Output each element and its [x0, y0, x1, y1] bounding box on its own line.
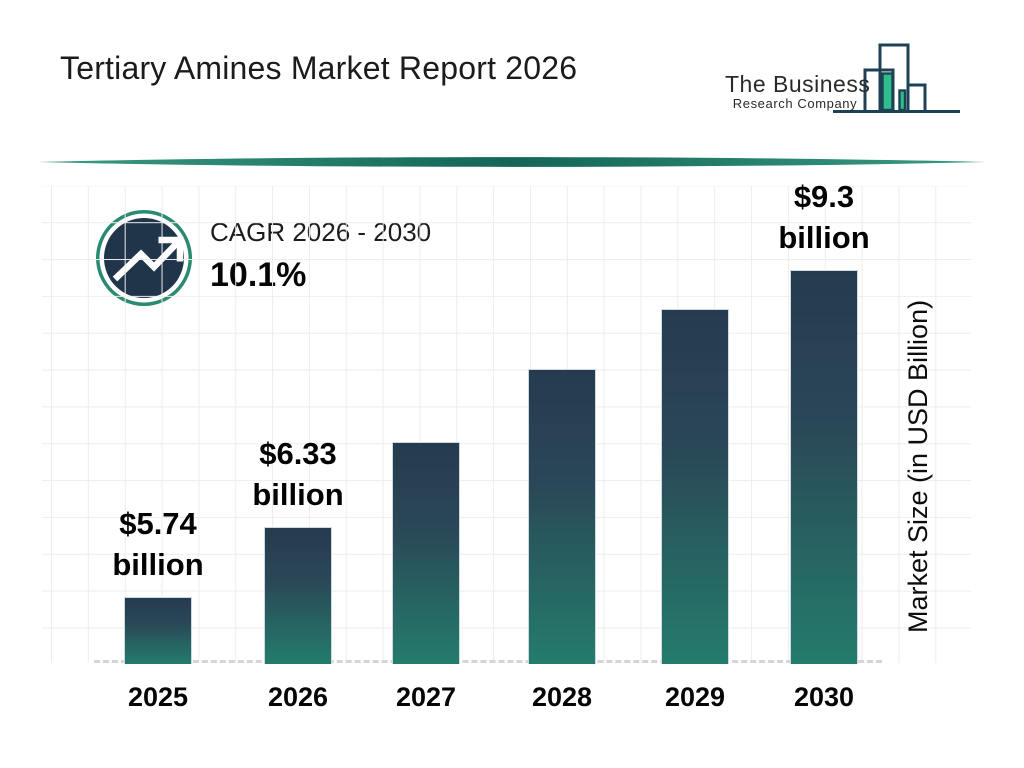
- header-divider: [38, 157, 986, 167]
- bar-value-amount: $6.33: [259, 436, 337, 471]
- chart-baseline: [94, 660, 882, 663]
- bar-value-unit: billion: [252, 477, 344, 512]
- x-tick-2025: 2025: [127, 682, 189, 712]
- bar-value-unit: billion: [778, 220, 870, 255]
- logo-text-line1: The Business: [725, 71, 871, 97]
- bar-value-amount: $5.74: [119, 506, 197, 541]
- bar-group-2028: 2028: [528, 369, 596, 712]
- bar-2029: [661, 309, 729, 664]
- bar-value-label: $6.33 billion: [252, 433, 343, 515]
- bar-group-2026: $6.33 billion 2026: [252, 436, 343, 712]
- logo-text-line2: Research Company: [732, 96, 858, 111]
- bar-2030: [790, 270, 858, 664]
- x-tick-2027: 2027: [395, 682, 457, 712]
- bar-value-unit: billion: [112, 547, 204, 582]
- bar-2028: [528, 369, 596, 664]
- y-axis-label: Market Size (in USD Billion): [903, 299, 933, 633]
- bar-2025: [124, 597, 192, 664]
- page-title: Tertiary Amines Market Report 2026: [60, 50, 578, 86]
- bar-2027: [392, 442, 460, 664]
- bar-group-2027: 2027: [392, 442, 460, 712]
- bar-group-2025: $5.74 billion 2025: [112, 506, 203, 712]
- company-logo: The Business Research Company: [700, 35, 990, 127]
- x-tick-2030: 2030: [793, 682, 855, 712]
- bar-value-amount: $9.3: [793, 179, 855, 214]
- bar-value-label: $9.3 billion: [778, 176, 869, 258]
- x-tick-2028: 2028: [531, 682, 593, 712]
- x-tick-2026: 2026: [267, 682, 329, 712]
- bar-group-2029: 2029: [661, 309, 729, 712]
- bar-2026: [264, 527, 332, 664]
- x-tick-2029: 2029: [664, 682, 726, 712]
- bar-group-2030: $9.3 billion 2030: [778, 179, 869, 712]
- bar-buildings-icon: [833, 43, 960, 113]
- bar-value-label: $5.74 billion: [112, 503, 203, 585]
